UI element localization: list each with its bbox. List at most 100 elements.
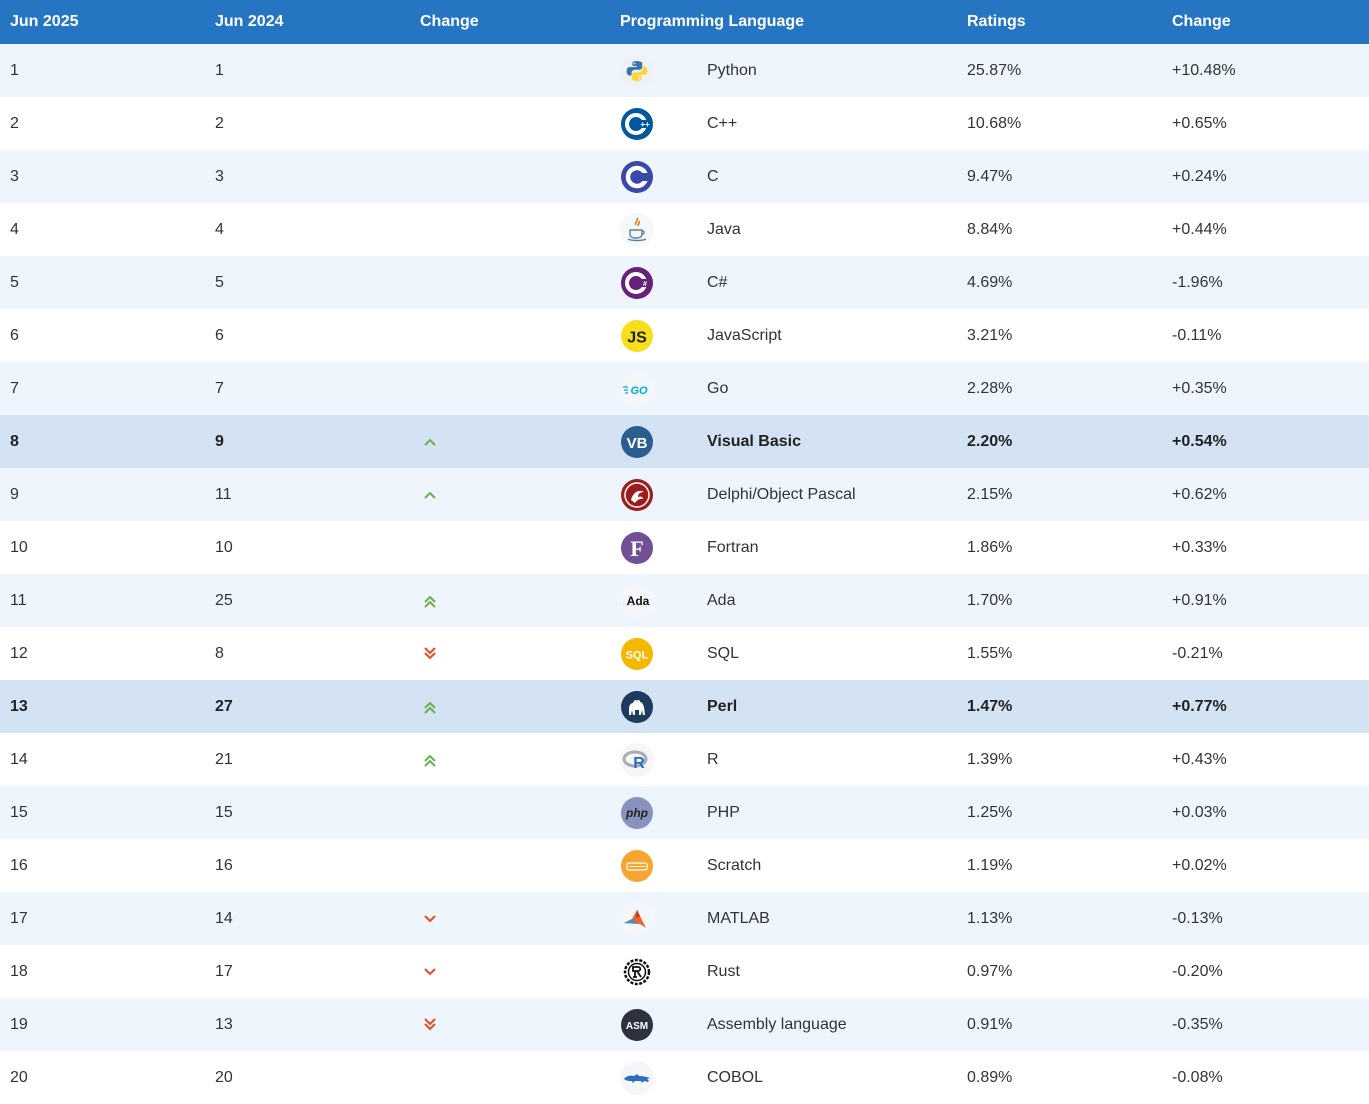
- language-name[interactable]: Fortran: [697, 521, 957, 574]
- arrow-up-icon: [420, 488, 615, 502]
- header-programming-language[interactable]: Programming Language: [615, 0, 957, 44]
- svg-text:R: R: [633, 755, 645, 772]
- rank-jun-2024: 16: [205, 839, 410, 892]
- perl-icon: [620, 690, 697, 724]
- rank-change-indicator: [410, 1051, 615, 1104]
- header-ratings-change[interactable]: Change: [1162, 0, 1369, 44]
- language-icon-cell: [615, 44, 697, 97]
- language-name[interactable]: Ada: [697, 574, 957, 627]
- rank-change-indicator: [410, 468, 615, 521]
- rating-change: +0.43%: [1162, 733, 1369, 786]
- rating-value: 10.68%: [957, 97, 1162, 150]
- arrow-up-icon: [420, 435, 615, 449]
- rank-jun-2024: 15: [205, 786, 410, 839]
- rating-value: 3.21%: [957, 309, 1162, 362]
- language-name[interactable]: Visual Basic: [697, 415, 957, 468]
- rank-jun-2024: 1: [205, 44, 410, 97]
- table-row: 4 4 Java 8.84% +0.44%: [0, 203, 1369, 256]
- language-name[interactable]: C#: [697, 256, 957, 309]
- svg-text:ASM: ASM: [626, 1021, 648, 1032]
- arrow-down-icon: [420, 965, 615, 979]
- rank-jun-2024: 5: [205, 256, 410, 309]
- table-row: 16 16 Scratch 1.19% +0.02%: [0, 839, 1369, 892]
- fortran-icon: F: [620, 531, 697, 565]
- language-icon-cell: ASM: [615, 998, 697, 1051]
- language-name[interactable]: Scratch: [697, 839, 957, 892]
- rank-change-indicator: [410, 733, 615, 786]
- language-icon-cell: [615, 468, 697, 521]
- language-name[interactable]: SQL: [697, 627, 957, 680]
- rank-jun-2024: 6: [205, 309, 410, 362]
- table-row: 15 15 php PHP 1.25% +0.03%: [0, 786, 1369, 839]
- rank-jun-2024: 13: [205, 998, 410, 1051]
- header-change[interactable]: Change: [410, 0, 615, 44]
- rating-value: 2.28%: [957, 362, 1162, 415]
- language-name[interactable]: C: [697, 150, 957, 203]
- rating-change: +0.77%: [1162, 680, 1369, 733]
- rank-jun-2025: 14: [0, 733, 205, 786]
- table-row: 20 20 COBOL 0.89% -0.08%: [0, 1051, 1369, 1104]
- delphi-icon: [620, 478, 697, 512]
- svg-text:Ada: Ada: [627, 594, 650, 608]
- svg-text:#: #: [643, 281, 647, 288]
- table-row: 12 8 SQL SQL 1.55% -0.21%: [0, 627, 1369, 680]
- language-name[interactable]: Perl: [697, 680, 957, 733]
- language-icon-cell: #: [615, 256, 697, 309]
- cplusplus-icon: ++: [620, 107, 697, 141]
- language-name[interactable]: C++: [697, 97, 957, 150]
- rating-value: 0.91%: [957, 998, 1162, 1051]
- header-jun-2025[interactable]: Jun 2025: [0, 0, 205, 44]
- header-jun-2024[interactable]: Jun 2024: [205, 0, 410, 44]
- language-name[interactable]: Go: [697, 362, 957, 415]
- rating-change: +0.91%: [1162, 574, 1369, 627]
- language-icon-cell: [615, 1051, 697, 1104]
- scratch-icon: [620, 849, 697, 883]
- rank-jun-2024: 20: [205, 1051, 410, 1104]
- table-body: 1 1 Python 25.87% +10.48% 2 2 ++ C++ 10.68% +0.65%…: [0, 44, 1369, 1104]
- language-icon-cell: F: [615, 521, 697, 574]
- double-arrow-down-icon: [420, 1017, 615, 1032]
- rating-value: 0.89%: [957, 1051, 1162, 1104]
- table-row: 11 25 Ada Ada 1.70% +0.91%: [0, 574, 1369, 627]
- language-name[interactable]: COBOL: [697, 1051, 957, 1104]
- cobol-icon: [620, 1060, 697, 1095]
- header-ratings[interactable]: Ratings: [957, 0, 1162, 44]
- rank-change-indicator: [410, 839, 615, 892]
- rating-value: 2.20%: [957, 415, 1162, 468]
- rating-change: +0.33%: [1162, 521, 1369, 574]
- language-name[interactable]: R: [697, 733, 957, 786]
- rank-jun-2025: 10: [0, 521, 205, 574]
- visual-basic-icon: VB: [620, 425, 697, 459]
- rank-jun-2024: 27: [205, 680, 410, 733]
- rating-value: 2.15%: [957, 468, 1162, 521]
- rating-change: +0.35%: [1162, 362, 1369, 415]
- language-name[interactable]: MATLAB: [697, 892, 957, 945]
- java-icon: [620, 212, 697, 247]
- language-name[interactable]: Python: [697, 44, 957, 97]
- rating-change: +0.62%: [1162, 468, 1369, 521]
- language-name[interactable]: Assembly language: [697, 998, 957, 1051]
- language-name[interactable]: Rust: [697, 945, 957, 998]
- double-arrow-down-icon: [420, 646, 615, 661]
- language-name[interactable]: PHP: [697, 786, 957, 839]
- rank-jun-2025: 4: [0, 203, 205, 256]
- rust-icon: [620, 954, 697, 989]
- rank-jun-2025: 12: [0, 627, 205, 680]
- rating-change: -0.35%: [1162, 998, 1369, 1051]
- sql-icon: SQL: [620, 637, 697, 671]
- matlab-icon: [620, 901, 697, 936]
- rank-jun-2024: 25: [205, 574, 410, 627]
- rank-change-indicator: [410, 256, 615, 309]
- rank-jun-2024: 11: [205, 468, 410, 521]
- rating-value: 8.84%: [957, 203, 1162, 256]
- rank-change-indicator: [410, 150, 615, 203]
- rank-jun-2024: 4: [205, 203, 410, 256]
- language-name[interactable]: JavaScript: [697, 309, 957, 362]
- language-name[interactable]: Delphi/Object Pascal: [697, 468, 957, 521]
- rating-change: +0.24%: [1162, 150, 1369, 203]
- table-row: 13 27 Perl 1.47% +0.77%: [0, 680, 1369, 733]
- rank-jun-2024: 14: [205, 892, 410, 945]
- rank-change-indicator: [410, 309, 615, 362]
- language-icon-cell: [615, 150, 697, 203]
- language-name[interactable]: Java: [697, 203, 957, 256]
